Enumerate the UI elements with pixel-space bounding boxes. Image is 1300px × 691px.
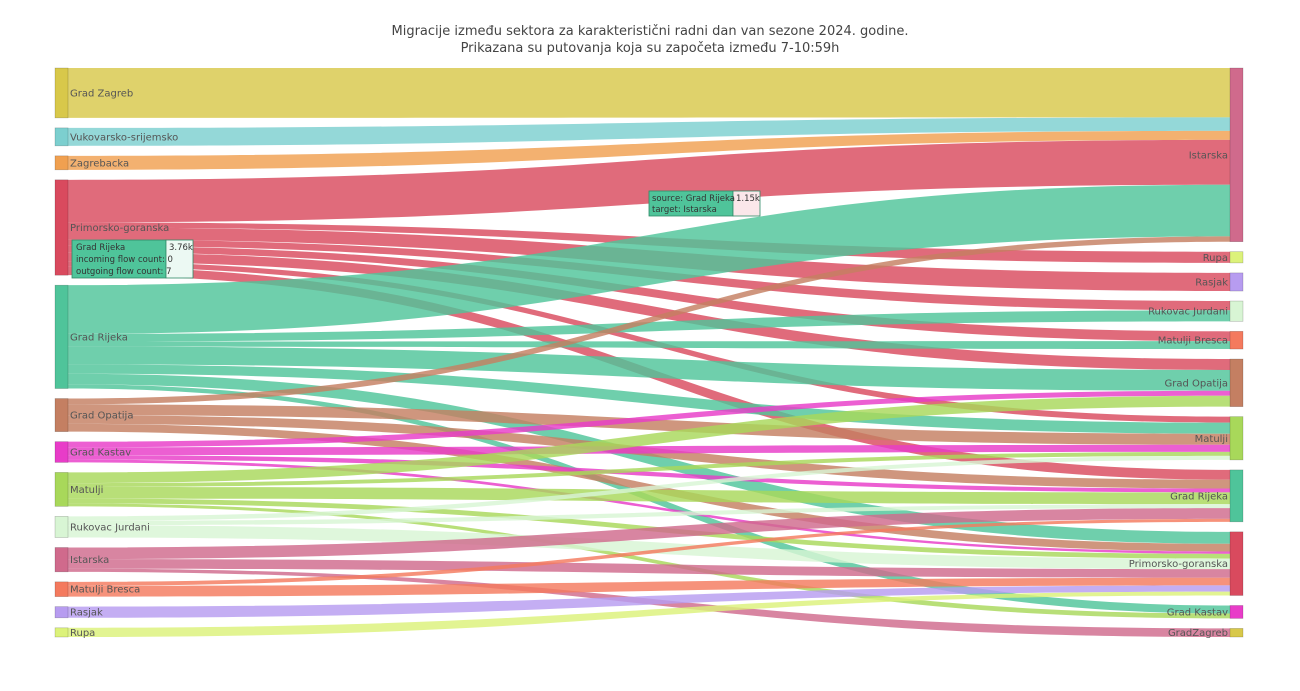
- labels-layer: Grad Zagreb Vukovarsko-srijemsko Zagreback…: [70, 88, 1228, 639]
- source-label-rukovac-jurdani: Rukovac Jurdani: [70, 522, 150, 533]
- target-node-matulji-bresca[interactable]: [1229, 331, 1244, 350]
- link-grad-rijeka-to-matulji-bresca[interactable]: [68, 341, 1230, 350]
- target-node-rasjak[interactable]: [1229, 272, 1244, 292]
- target-label-rukovac-jurdani: Rukovac Jurdani: [1148, 307, 1228, 318]
- source-label-grad-zagreb: Grad Zagreb: [70, 88, 133, 99]
- link-tooltip-source: source: Grad Rijeka: [652, 194, 735, 204]
- link-tooltip-box: [648, 190, 734, 217]
- target-node-istarska[interactable]: [1229, 67, 1244, 242]
- node-tooltip-name: Grad Rijeka: [76, 243, 125, 253]
- link-matulji-to-grad-rijeka[interactable]: [68, 486, 1230, 505]
- target-label-matulji-bresca: Matulji Bresca: [1158, 336, 1228, 347]
- source-node-grad-zagreb[interactable]: [54, 67, 69, 119]
- source-label-matulji: Matulji: [70, 485, 103, 496]
- link-rupa-to-primorsko-goranska[interactable]: [68, 591, 1230, 637]
- chart-title-line1: Migracije između sektora za karakteristi…: [392, 24, 909, 39]
- source-node-matulji[interactable]: [54, 472, 69, 507]
- link-rukovac-jurdani-to-primorsko-goranska[interactable]: [68, 525, 1230, 570]
- link-grad-rijeka-to-grad-opatija[interactable]: [68, 346, 1230, 391]
- source-node-zagrebacka[interactable]: [54, 155, 69, 171]
- chart-title-line2: Prikazana su putovanja koja su započeta …: [461, 41, 840, 56]
- source-node-matulji-bresca[interactable]: [54, 581, 69, 597]
- target-node-rukovac-jurdani[interactable]: [1229, 300, 1244, 322]
- link-vukovarsko-srijemsko-to-istarska[interactable]: [68, 117, 1230, 146]
- link-tooltip-value-box: [732, 190, 761, 217]
- source-node-grad-kastav[interactable]: [54, 441, 69, 463]
- source-node-primorsko-goranska[interactable]: [54, 179, 69, 276]
- link-grad-rijeka-to-matulji[interactable]: [68, 364, 1230, 434]
- link-grad-zagreb-to-istarska[interactable]: [68, 68, 1230, 118]
- link-matulji-bresca-to-primorsko-goranska[interactable]: [68, 577, 1230, 597]
- link-zagrebacka-to-istarska[interactable]: [68, 130, 1230, 170]
- link-matulji-to-grad-kastav[interactable]: [68, 503, 1230, 619]
- link-grad-rijeka-to-primorsko-goranska[interactable]: [68, 373, 1230, 544]
- source-node-istarska[interactable]: [54, 547, 69, 573]
- links-layer: [68, 68, 1230, 637]
- link-primorsko-goranska-to-matulji-bresca[interactable]: [68, 245, 1230, 342]
- target-label-grad-kastav: Grad Kastav: [1167, 607, 1228, 618]
- link-matulji-to-grad-opatija[interactable]: [68, 395, 1230, 484]
- link-rasjak-to-primorsko-goranska[interactable]: [68, 585, 1230, 618]
- link-matulji-to-matulji[interactable]: [68, 451, 1230, 487]
- target-label-matulji: Matulji: [1195, 434, 1228, 445]
- source-label-grad-opatija: Grad Opatija: [70, 411, 133, 422]
- source-node-vukovarsko-srijemsko[interactable]: [54, 127, 69, 147]
- target-label-rupa: Rupa: [1203, 253, 1228, 264]
- node-tooltip-value-box: [165, 239, 194, 279]
- node-tooltip-incoming: incoming flow count: 0: [76, 255, 173, 265]
- source-label-grad-rijeka: Grad Rijeka: [70, 332, 128, 343]
- source-label-rupa: Rupa: [70, 628, 95, 639]
- node-tooltip: Grad Rijeka incoming flow count: 0 outgo…: [71, 239, 194, 279]
- nodes-layer: [54, 67, 1244, 638]
- link-matulji-bresca-to-grad-rijeka[interactable]: [68, 518, 1230, 586]
- link-grad-opatija-to-matulji[interactable]: [68, 404, 1230, 445]
- source-label-rasjak: Rasjak: [70, 608, 103, 619]
- source-label-istarska: Istarska: [70, 555, 109, 566]
- link-grad-kastav-to-matulji[interactable]: [68, 444, 1230, 456]
- source-node-grad-opatija[interactable]: [54, 398, 69, 432]
- link-tooltip: source: Grad Rijeka target: Istarska 1.1…: [648, 190, 761, 217]
- link-primorsko-goranska-to-istarska[interactable]: [68, 139, 1230, 223]
- link-istarska-to-primorsko-goranska[interactable]: [68, 559, 1230, 578]
- target-label-grad-rijeka: Grad Rijeka: [1170, 491, 1228, 502]
- source-label-matulji-bresca: Matulji Bresca: [70, 585, 140, 596]
- target-node-grad-kastav[interactable]: [1229, 605, 1244, 619]
- link-istarska-to-grad-rijeka[interactable]: [68, 508, 1230, 560]
- node-tooltip-outgoing: outgoing flow count: 7: [76, 267, 172, 277]
- source-node-rukovac-jurdani[interactable]: [54, 516, 69, 538]
- target-label-primorsko-goranska: Primorsko-goranska: [1129, 559, 1228, 570]
- link-rukovac-jurdani-to-grad-rijeka[interactable]: [68, 504, 1230, 526]
- source-node-rasjak[interactable]: [54, 606, 69, 619]
- target-label-grad-opatija: Grad Opatija: [1165, 378, 1228, 389]
- node-tooltip-box: [71, 239, 167, 279]
- target-label-gradzagreb: GradZagreb: [1168, 628, 1228, 639]
- link-tooltip-value: 1.15k: [736, 194, 760, 204]
- link-grad-opatija-to-istarska[interactable]: [68, 236, 1230, 405]
- source-label-zagrebacka: Zagrebacka: [70, 158, 129, 169]
- target-node-matulji[interactable]: [1229, 416, 1244, 461]
- source-node-rupa[interactable]: [54, 627, 69, 638]
- source-node-grad-rijeka[interactable]: [54, 284, 69, 389]
- link-primorsko-goranska-to-grad-opatija[interactable]: [68, 252, 1230, 370]
- link-grad-rijeka-to-istarska[interactable]: [68, 184, 1230, 334]
- source-label-grad-kastav: Grad Kastav: [70, 448, 131, 459]
- target-node-rupa[interactable]: [1229, 251, 1244, 264]
- target-label-istarska: Istarska: [1189, 150, 1228, 161]
- link-grad-kastav-to-grad-opatija[interactable]: [68, 390, 1230, 448]
- source-label-primorsko-goranska: Primorsko-goranska: [70, 223, 169, 234]
- target-node-primorsko-goranska[interactable]: [1229, 531, 1244, 596]
- link-grad-kastav-to-grad-rijeka[interactable]: [68, 455, 1230, 493]
- target-node-grad-opatija[interactable]: [1229, 358, 1244, 407]
- link-rukovac-jurdani-to-matulji[interactable]: [68, 455, 1230, 521]
- link-grad-kastav-to-primorsko-goranska[interactable]: [68, 459, 1230, 554]
- target-node-grad-rijeka[interactable]: [1229, 469, 1244, 523]
- source-label-vukovarsko-srijemsko: Vukovarsko-srijemsko: [70, 132, 178, 143]
- link-tooltip-target: target: Istarska: [652, 205, 717, 215]
- target-node-gradzagreb[interactable]: [1229, 628, 1244, 638]
- target-label-rasjak: Rasjak: [1195, 277, 1228, 288]
- node-tooltip-value: 3.76k: [169, 243, 193, 253]
- link-grad-rijeka-to-rukovac-jurdani[interactable]: [68, 310, 1230, 342]
